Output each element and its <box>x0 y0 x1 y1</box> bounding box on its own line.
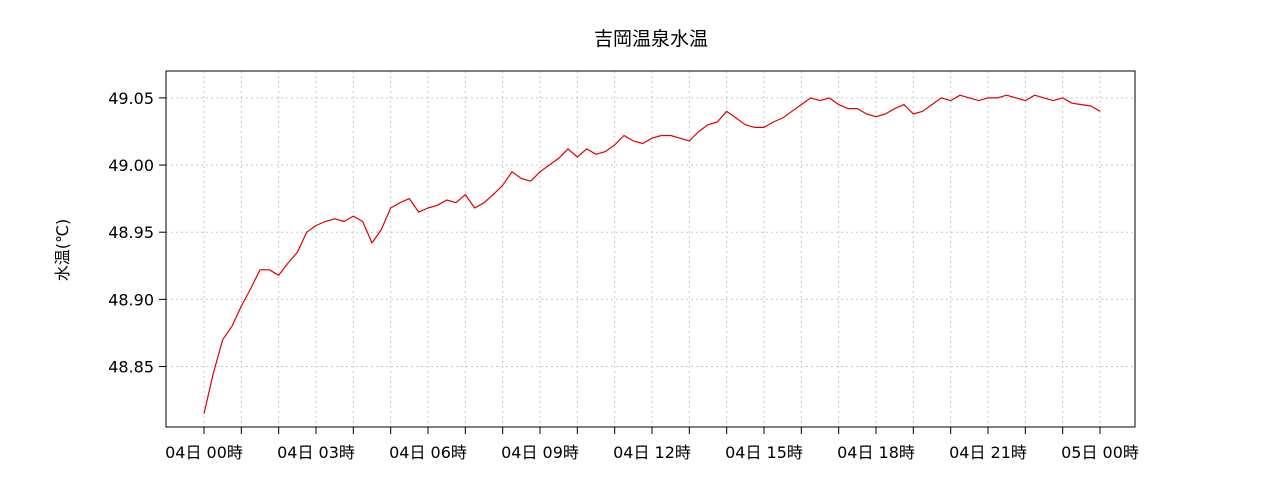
x-tick-label: 04日 09時 <box>501 443 579 462</box>
y-tick-label: 48.95 <box>108 223 154 242</box>
y-axis: 48.85 48.90 48.95 49.00 49.05 <box>108 89 166 377</box>
x-tick-label: 04日 18時 <box>837 443 915 462</box>
x-axis: 04日 00時 04日 03時 04日 06時 04日 09時 04日 12時 04日 1… <box>165 427 1139 462</box>
y-tick-label: 49.00 <box>108 156 154 175</box>
series-line <box>203 94 1101 414</box>
x-tick-label: 04日 12時 <box>613 443 691 462</box>
x-tick-label: 04日 15時 <box>725 443 803 462</box>
grid-layer <box>166 71 1135 427</box>
x-tick-label: 05日 00時 <box>1061 443 1139 462</box>
x-tick-label: 04日 21時 <box>949 443 1027 462</box>
y-tick-label: 48.90 <box>108 290 154 309</box>
plot-frame <box>165 70 1136 428</box>
x-tick-label: 04日 00時 <box>165 443 243 462</box>
series-layer <box>203 94 1101 414</box>
y-tick-label: 48.85 <box>108 358 154 377</box>
x-tick-label: 04日 03時 <box>277 443 355 462</box>
x-tick-label: 04日 06時 <box>389 443 467 462</box>
y-axis-label: 水温(℃) <box>53 219 72 281</box>
chart-title: 吉岡温泉水温 <box>594 28 708 50</box>
y-tick-label: 49.05 <box>108 89 154 108</box>
